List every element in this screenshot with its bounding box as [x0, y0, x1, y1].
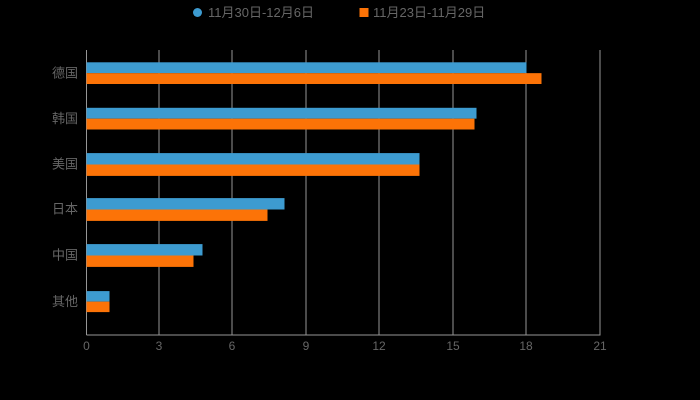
svg-text:中国: 中国: [52, 248, 78, 263]
svg-text:0: 0: [83, 339, 90, 353]
svg-text:18: 18: [519, 339, 533, 353]
svg-text:12: 12: [372, 339, 386, 353]
svg-text:3: 3: [156, 339, 163, 353]
svg-text:美国: 美国: [52, 157, 78, 172]
svg-text:韩国: 韩国: [52, 111, 78, 126]
svg-text:9: 9: [303, 339, 310, 353]
svg-text:其他: 其他: [52, 294, 78, 309]
svg-text:11月23日-11月29日: 11月23日-11月29日: [373, 5, 485, 20]
svg-text:11月30日-12月6日: 11月30日-12月6日: [208, 5, 314, 20]
svg-text:日本: 日本: [52, 202, 78, 217]
svg-text:15: 15: [446, 339, 460, 353]
svg-text:21: 21: [593, 339, 607, 353]
svg-text:6: 6: [229, 339, 236, 353]
svg-text:德国: 德国: [52, 66, 78, 81]
